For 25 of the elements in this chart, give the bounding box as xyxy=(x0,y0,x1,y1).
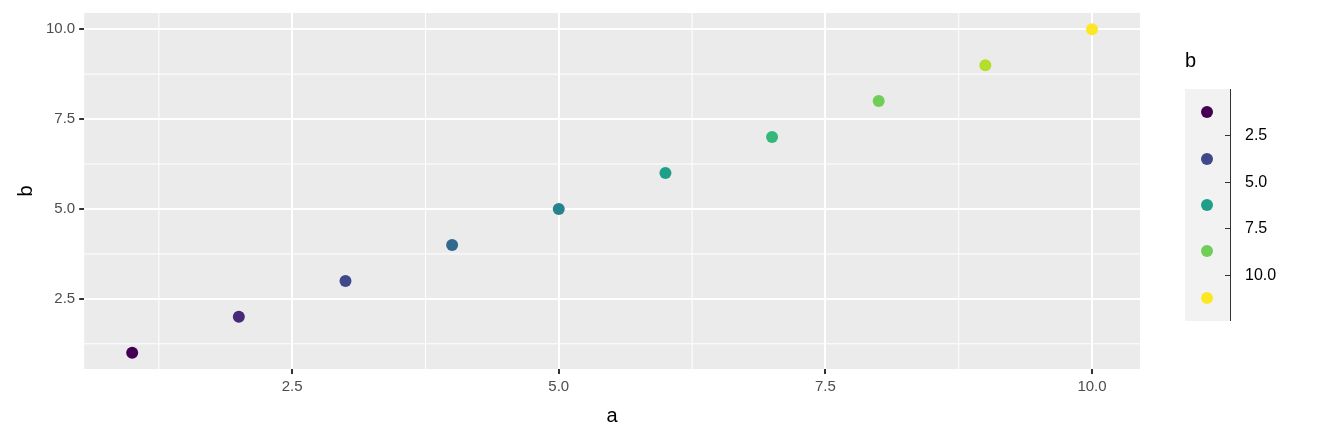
y-axis-title: b xyxy=(13,185,36,197)
text: 10.0 xyxy=(1245,265,1277,284)
point xyxy=(1086,23,1099,36)
x-axis-title: a xyxy=(606,403,619,426)
point xyxy=(446,238,459,251)
text: 7.5 xyxy=(1245,219,1268,238)
point xyxy=(979,59,992,72)
point xyxy=(872,95,885,108)
y-tick-label: 7.5 xyxy=(54,109,76,127)
x-tick-label: 7.5 xyxy=(814,377,836,395)
point xyxy=(766,131,779,144)
text: 2.5 xyxy=(1245,126,1268,145)
x-tick-label: 10.0 xyxy=(1077,377,1107,395)
point xyxy=(232,310,245,323)
point xyxy=(659,167,672,180)
text: 5.0 xyxy=(1245,172,1268,191)
y-tick-label: 5.0 xyxy=(54,199,76,217)
point xyxy=(552,202,565,215)
point xyxy=(126,346,139,359)
color-bar-title: b xyxy=(1185,49,1197,71)
x-tick-label: 2.5 xyxy=(281,377,303,395)
point xyxy=(339,274,352,287)
x-tick-label: 5.0 xyxy=(548,377,570,395)
y-tick-label: 2.5 xyxy=(54,289,76,307)
y-tick-label: 10.0 xyxy=(45,19,76,37)
